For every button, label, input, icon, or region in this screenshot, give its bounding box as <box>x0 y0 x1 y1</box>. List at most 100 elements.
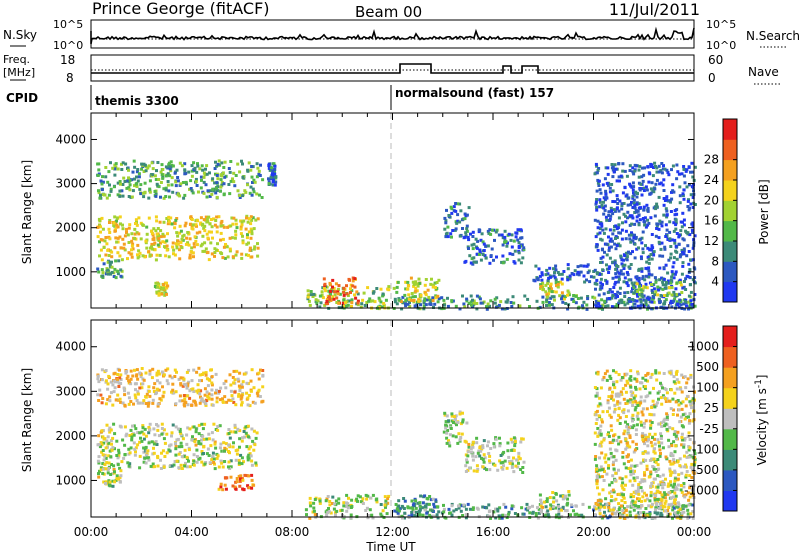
power-echo-cell <box>156 227 160 230</box>
velocity-echo-cell <box>676 477 680 481</box>
power-echo-cell <box>639 237 642 241</box>
power-echo-cell <box>689 258 692 262</box>
power-echo-cell <box>522 246 526 250</box>
velocity-echo-cell <box>646 444 650 448</box>
power-echo-cell <box>382 303 386 307</box>
power-echo-cell <box>479 258 483 262</box>
velocity-echo-cell <box>637 511 641 515</box>
velocity-echo-cell <box>112 390 116 394</box>
power-echo-cell <box>251 181 254 184</box>
power-echo-cell <box>631 188 635 192</box>
power-echo-cell <box>230 236 234 240</box>
velocity-echo-cell <box>601 504 605 508</box>
velocity-echo-cell <box>120 460 124 464</box>
velocity-echo-cell <box>503 513 507 517</box>
velocity-echo-cell <box>370 513 374 517</box>
velocity-echo-cell <box>609 451 613 455</box>
velocity-echo-cell <box>192 368 196 372</box>
velocity-echo-cell <box>108 426 112 430</box>
velocity-echo-cell <box>185 433 189 437</box>
power-echo-cell <box>668 220 672 224</box>
velocity-echo-cell <box>608 374 612 378</box>
velocity-echo-cell <box>658 444 661 448</box>
velocity-echo-cell <box>629 514 632 518</box>
velocity-echo-cell <box>210 388 214 392</box>
power-echo-cell <box>397 298 401 302</box>
power-echo-cell <box>126 233 130 237</box>
velocity-echo-cell <box>126 391 130 395</box>
power-echo-cell <box>127 251 131 255</box>
power-echo-cell <box>672 299 675 303</box>
velocity-echo-cell <box>612 434 615 438</box>
velocity-echo-cell <box>641 495 645 499</box>
velocity-echo-cell <box>653 403 656 407</box>
velocity-echo-cell <box>117 454 121 458</box>
power-echo-cell <box>641 230 645 234</box>
velocity-echo-cell <box>192 463 196 467</box>
velocity-echo-cell <box>349 513 353 517</box>
power-echo-cell <box>404 302 407 306</box>
velocity-echo-cell <box>577 513 581 517</box>
power-echo-cell <box>598 222 602 226</box>
power-echo-cell <box>96 225 100 229</box>
velocity-echo-cell <box>166 367 170 371</box>
velocity-echo-cell <box>537 507 541 511</box>
power-echo-cell <box>327 299 331 303</box>
power-echo-cell <box>546 279 550 283</box>
velocity-echo-cell <box>153 382 157 386</box>
velocity-echo-cell <box>536 516 540 520</box>
power-echo-cell <box>668 199 672 203</box>
power-echo-cell <box>625 255 629 259</box>
power-echo-cell <box>454 209 458 213</box>
power-echo-cell <box>675 300 679 304</box>
power-echo-cell <box>620 258 624 262</box>
velocity-echo-cell <box>119 378 123 381</box>
power-echo-cell <box>673 238 677 242</box>
velocity-echo-cell <box>108 449 112 453</box>
velocity-echo-cell <box>614 394 618 398</box>
power-echo-cell <box>207 258 211 262</box>
velocity-echo-cell <box>684 463 688 467</box>
velocity-echo-cell <box>111 479 115 483</box>
velocity-echo-cell <box>594 422 598 425</box>
velocity-echo-cell <box>331 495 335 499</box>
velocity-echo-cell <box>691 493 695 497</box>
velocity-echo-cell <box>617 468 620 472</box>
velocity-echo-cell <box>595 464 599 468</box>
velocity-echo-cell <box>457 432 461 436</box>
velocity-echo-cell <box>224 386 228 390</box>
velocity-echo-cell <box>143 447 147 451</box>
velocity-echo-cell <box>654 506 658 510</box>
velocity-echo-cell <box>650 421 654 424</box>
velocity-echo-cell <box>596 503 600 507</box>
velocity-echo-cell <box>431 497 435 501</box>
power-echo-cell <box>241 194 245 198</box>
velocity-echo-cell <box>681 413 685 417</box>
velocity-echo-cell <box>450 412 454 416</box>
velocity-echo-cell <box>257 371 261 375</box>
velocity-echo-cell <box>644 458 648 462</box>
velocity-echo-cell <box>210 368 213 372</box>
power-echo-cell <box>320 293 324 297</box>
velocity-echo-cell <box>237 461 241 465</box>
power-echo-cell <box>134 218 138 222</box>
velocity-echo-cell <box>118 480 122 484</box>
power-echo-cell <box>614 247 618 251</box>
power-echo-cell <box>106 272 110 276</box>
velocity-echo-cell <box>481 465 485 469</box>
power-echo-cell <box>209 189 213 193</box>
power-echo-cell <box>647 269 651 273</box>
velocity-echo-cell <box>174 425 178 429</box>
velocity-echo-cell <box>444 420 448 424</box>
power-echo-cell <box>252 247 256 251</box>
velocity-echo-cell <box>104 369 108 372</box>
velocity-echo-cell <box>138 371 142 375</box>
velocity-echo-cell <box>492 445 496 449</box>
power-echo-cell <box>153 248 157 252</box>
velocity-echo-cell <box>677 503 681 507</box>
power-echo-cell <box>246 168 250 172</box>
velocity-echo-cell <box>471 454 475 458</box>
power-echo-cell <box>191 191 195 195</box>
power-echo-cell <box>195 231 199 235</box>
velocity-echo-cell <box>653 442 657 446</box>
